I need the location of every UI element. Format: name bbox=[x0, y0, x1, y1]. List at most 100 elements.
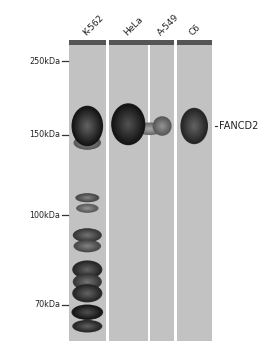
Ellipse shape bbox=[77, 204, 97, 212]
Ellipse shape bbox=[78, 308, 97, 317]
Ellipse shape bbox=[154, 118, 170, 134]
Ellipse shape bbox=[158, 122, 166, 130]
Ellipse shape bbox=[73, 228, 102, 242]
Ellipse shape bbox=[80, 289, 95, 298]
Ellipse shape bbox=[79, 231, 95, 239]
Ellipse shape bbox=[82, 206, 93, 211]
Text: FANCD2: FANCD2 bbox=[219, 121, 258, 131]
Bar bbox=[150, 40, 174, 341]
Ellipse shape bbox=[83, 267, 92, 272]
Ellipse shape bbox=[82, 290, 92, 296]
Ellipse shape bbox=[122, 117, 134, 131]
Ellipse shape bbox=[159, 123, 165, 129]
Ellipse shape bbox=[75, 137, 99, 149]
Ellipse shape bbox=[77, 113, 97, 139]
Ellipse shape bbox=[74, 274, 101, 289]
Ellipse shape bbox=[81, 265, 94, 274]
Ellipse shape bbox=[84, 197, 90, 199]
Ellipse shape bbox=[140, 125, 159, 133]
Ellipse shape bbox=[82, 324, 92, 328]
Ellipse shape bbox=[80, 117, 95, 135]
Ellipse shape bbox=[78, 114, 96, 138]
Ellipse shape bbox=[76, 262, 99, 276]
Text: HeLa: HeLa bbox=[122, 15, 144, 37]
Ellipse shape bbox=[127, 123, 129, 126]
Ellipse shape bbox=[122, 117, 135, 132]
Ellipse shape bbox=[77, 322, 97, 330]
Ellipse shape bbox=[86, 142, 88, 143]
Ellipse shape bbox=[76, 111, 99, 141]
Ellipse shape bbox=[86, 326, 88, 327]
Ellipse shape bbox=[79, 139, 96, 147]
Ellipse shape bbox=[83, 140, 92, 145]
Ellipse shape bbox=[138, 123, 162, 134]
Ellipse shape bbox=[194, 125, 195, 127]
Ellipse shape bbox=[87, 125, 88, 127]
Ellipse shape bbox=[73, 136, 101, 150]
Ellipse shape bbox=[84, 121, 91, 131]
Ellipse shape bbox=[74, 261, 101, 278]
Ellipse shape bbox=[114, 107, 143, 142]
Ellipse shape bbox=[142, 125, 157, 132]
Ellipse shape bbox=[76, 263, 98, 276]
Ellipse shape bbox=[82, 279, 92, 285]
Ellipse shape bbox=[83, 233, 91, 237]
Ellipse shape bbox=[82, 119, 93, 133]
Ellipse shape bbox=[149, 128, 150, 129]
Ellipse shape bbox=[187, 117, 201, 135]
Ellipse shape bbox=[84, 291, 91, 295]
Ellipse shape bbox=[85, 207, 89, 209]
Ellipse shape bbox=[79, 115, 96, 137]
Ellipse shape bbox=[79, 308, 96, 316]
Ellipse shape bbox=[84, 141, 90, 144]
Ellipse shape bbox=[86, 235, 88, 236]
Ellipse shape bbox=[124, 119, 133, 130]
Ellipse shape bbox=[81, 289, 94, 298]
Bar bbox=[177, 40, 212, 341]
Ellipse shape bbox=[76, 230, 99, 241]
Ellipse shape bbox=[79, 265, 96, 274]
Ellipse shape bbox=[76, 204, 99, 213]
Ellipse shape bbox=[80, 195, 94, 201]
Ellipse shape bbox=[192, 123, 196, 129]
Ellipse shape bbox=[73, 261, 102, 278]
Ellipse shape bbox=[75, 274, 100, 289]
Ellipse shape bbox=[154, 118, 171, 134]
Ellipse shape bbox=[73, 305, 102, 320]
Ellipse shape bbox=[160, 124, 164, 128]
Ellipse shape bbox=[80, 323, 95, 329]
Ellipse shape bbox=[84, 122, 91, 130]
Ellipse shape bbox=[85, 292, 90, 295]
Ellipse shape bbox=[139, 124, 161, 134]
Ellipse shape bbox=[185, 114, 204, 138]
Ellipse shape bbox=[82, 119, 93, 133]
Ellipse shape bbox=[76, 112, 98, 140]
Ellipse shape bbox=[85, 234, 89, 236]
Ellipse shape bbox=[81, 205, 94, 211]
Ellipse shape bbox=[75, 110, 100, 142]
Ellipse shape bbox=[83, 121, 92, 131]
Ellipse shape bbox=[124, 119, 132, 129]
Ellipse shape bbox=[81, 195, 93, 200]
Ellipse shape bbox=[188, 118, 200, 134]
Ellipse shape bbox=[78, 114, 97, 138]
Ellipse shape bbox=[189, 119, 200, 133]
Ellipse shape bbox=[81, 266, 93, 273]
Ellipse shape bbox=[86, 125, 88, 127]
Ellipse shape bbox=[76, 137, 98, 148]
Ellipse shape bbox=[82, 266, 92, 273]
Ellipse shape bbox=[79, 205, 95, 211]
Ellipse shape bbox=[85, 311, 89, 313]
Ellipse shape bbox=[78, 205, 96, 212]
Ellipse shape bbox=[82, 232, 93, 238]
Ellipse shape bbox=[77, 287, 97, 299]
Ellipse shape bbox=[73, 273, 102, 290]
Ellipse shape bbox=[83, 280, 91, 284]
Ellipse shape bbox=[126, 122, 130, 126]
Ellipse shape bbox=[84, 244, 91, 248]
Ellipse shape bbox=[79, 277, 95, 286]
Ellipse shape bbox=[121, 115, 136, 133]
Ellipse shape bbox=[77, 230, 98, 240]
Ellipse shape bbox=[120, 114, 137, 135]
Ellipse shape bbox=[86, 124, 89, 128]
